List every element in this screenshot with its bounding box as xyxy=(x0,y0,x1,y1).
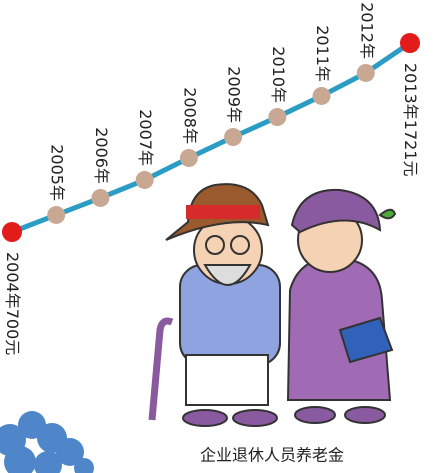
category-label: 2006年 xyxy=(92,127,111,184)
point xyxy=(313,87,331,105)
bush-illustration xyxy=(0,411,94,473)
point-label: 2013年1721元 xyxy=(402,63,421,176)
couple-illustration xyxy=(152,184,395,426)
value-label: 1721元 xyxy=(402,120,421,177)
category-label: 2013年 xyxy=(402,63,421,120)
point xyxy=(180,149,198,167)
point xyxy=(2,222,22,242)
point xyxy=(47,206,65,224)
category-label: 2010年 xyxy=(269,46,288,103)
point xyxy=(136,171,154,189)
category-label: 2009年 xyxy=(225,66,244,123)
category-label: 2004年 xyxy=(4,252,23,309)
chart: 企业退休人员养老金 2004年700元 2005年 2006年 2007年 2008年 2… xyxy=(0,0,446,473)
point xyxy=(400,33,420,53)
point xyxy=(224,128,242,146)
point xyxy=(268,108,286,126)
category-label: 2012年 xyxy=(357,2,376,59)
category-label: 2007年 xyxy=(136,109,155,166)
point xyxy=(91,189,109,207)
category-label: 2005年 xyxy=(48,144,67,201)
category-label: 2011年 xyxy=(313,25,332,82)
caption: 企业退休人员养老金 xyxy=(200,446,344,465)
value-label: 700元 xyxy=(4,309,23,356)
point xyxy=(357,64,375,82)
point-label: 2004年700元 xyxy=(4,252,23,355)
category-label: 2008年 xyxy=(180,87,199,144)
